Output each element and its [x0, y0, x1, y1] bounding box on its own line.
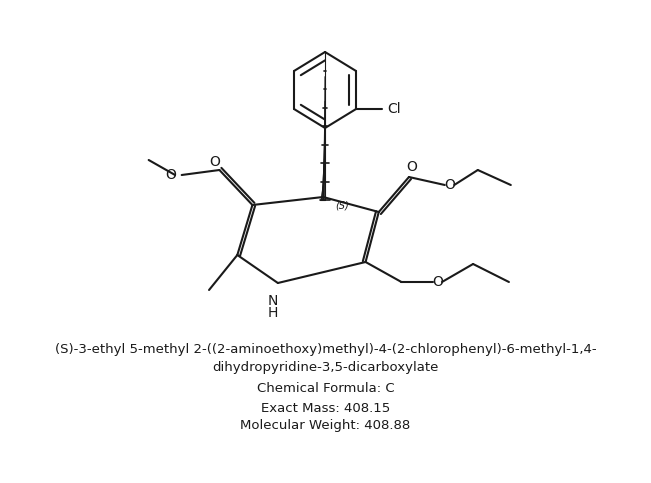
Text: N: N: [268, 294, 279, 308]
Text: O: O: [406, 160, 417, 174]
Text: O: O: [209, 155, 220, 169]
Text: O: O: [444, 178, 455, 192]
Text: O: O: [432, 275, 443, 289]
Text: Exact Mass: 408.15: Exact Mass: 408.15: [261, 401, 390, 414]
Text: (S): (S): [335, 200, 349, 210]
Text: O: O: [165, 168, 176, 182]
Text: Chemical Formula: C: Chemical Formula: C: [256, 382, 395, 395]
Text: dihydropyridine-3,5-dicarboxylate: dihydropyridine-3,5-dicarboxylate: [212, 361, 439, 374]
Text: Cl: Cl: [387, 102, 400, 116]
Text: Molecular Weight: 408.88: Molecular Weight: 408.88: [240, 420, 411, 432]
Text: H: H: [268, 306, 279, 320]
Text: (S)-3-ethyl 5-methyl 2-((2-aminoethoxy)methyl)-4-(2-chlorophenyl)-6-methyl-1,4-: (S)-3-ethyl 5-methyl 2-((2-aminoethoxy)m…: [55, 343, 596, 356]
